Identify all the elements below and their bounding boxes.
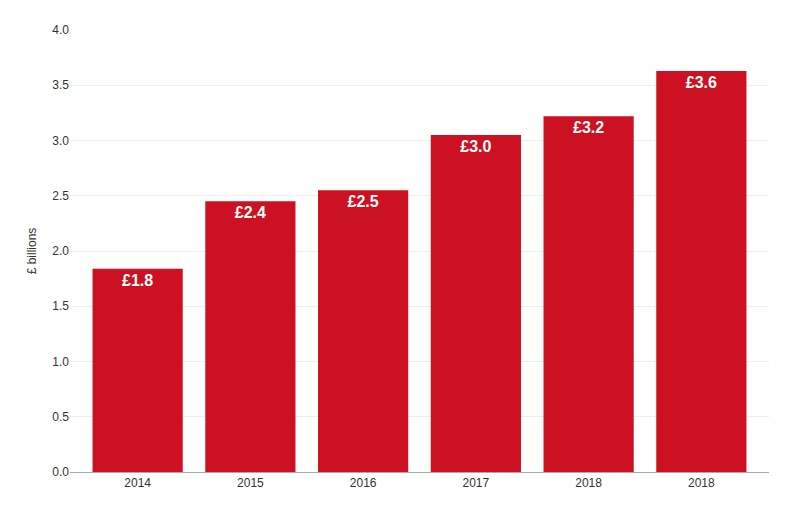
svg-text:2018: 2018	[575, 476, 602, 490]
svg-text:1.5: 1.5	[52, 299, 69, 313]
svg-text:£3.6: £3.6	[686, 74, 717, 91]
svg-text:2.0: 2.0	[52, 244, 69, 258]
svg-text:2015: 2015	[237, 476, 264, 490]
svg-text:2018: 2018	[688, 476, 715, 490]
svg-text:0.5: 0.5	[52, 410, 69, 424]
svg-text:4.0: 4.0	[52, 23, 69, 37]
svg-text:2014: 2014	[124, 476, 151, 490]
svg-text:2.5: 2.5	[52, 189, 69, 203]
svg-text:£ billions: £ billions	[25, 228, 39, 275]
svg-text:3.5: 3.5	[52, 78, 69, 92]
svg-text:£3.2: £3.2	[573, 119, 604, 136]
svg-text:2017: 2017	[463, 476, 490, 490]
svg-text:£2.5: £2.5	[348, 193, 379, 210]
svg-text:£1.8: £1.8	[122, 272, 153, 289]
svg-text:3.0: 3.0	[52, 134, 69, 148]
svg-text:0.0: 0.0	[52, 465, 69, 479]
svg-text:£2.4: £2.4	[235, 204, 266, 221]
svg-text:£3.0: £3.0	[460, 138, 491, 155]
svg-text:2016: 2016	[350, 476, 377, 490]
svg-text:1.0: 1.0	[52, 355, 69, 369]
